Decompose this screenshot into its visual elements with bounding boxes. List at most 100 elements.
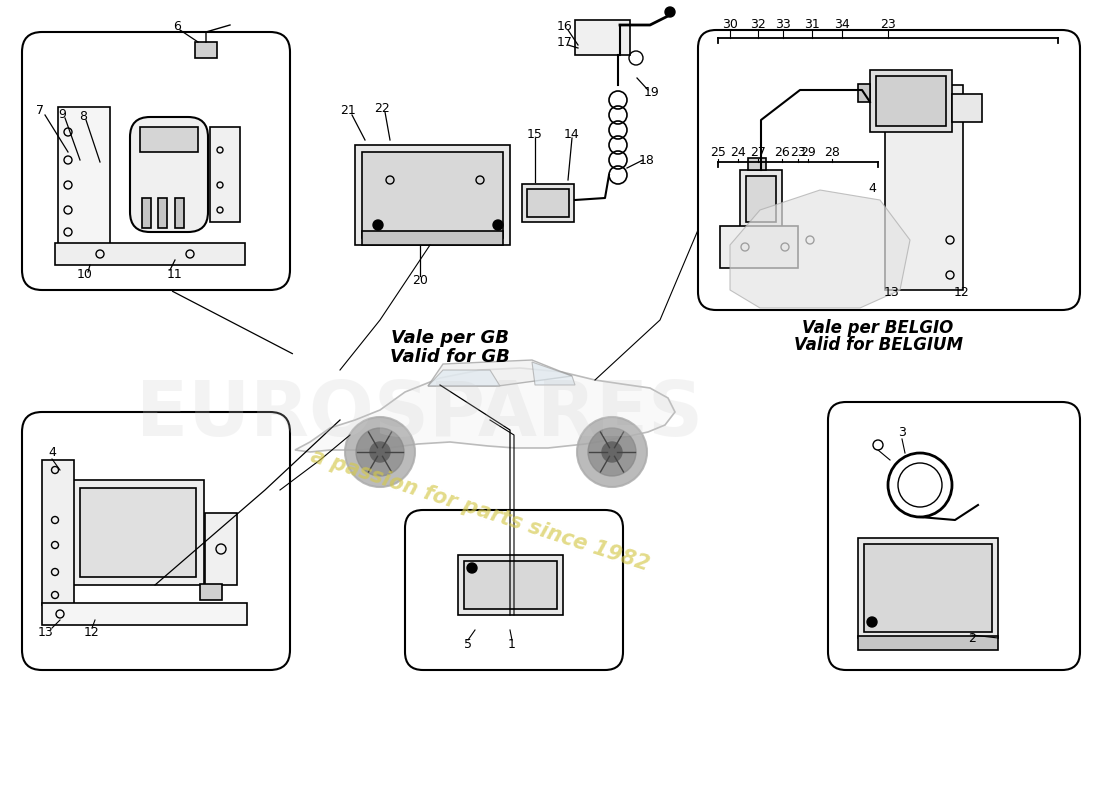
Text: 33: 33 bbox=[776, 18, 791, 31]
Text: Valid for GB: Valid for GB bbox=[390, 348, 510, 366]
Text: 31: 31 bbox=[804, 18, 820, 31]
Circle shape bbox=[345, 417, 415, 487]
Text: 20: 20 bbox=[412, 274, 428, 286]
Bar bbox=[858, 538, 998, 638]
Text: 15: 15 bbox=[527, 127, 543, 141]
Bar bbox=[952, 94, 982, 122]
Text: Valid for BELGIUM: Valid for BELGIUM bbox=[793, 336, 962, 354]
Bar bbox=[80, 488, 196, 577]
Bar bbox=[458, 555, 563, 615]
Polygon shape bbox=[428, 370, 501, 386]
FancyBboxPatch shape bbox=[130, 117, 208, 232]
Text: 23: 23 bbox=[880, 18, 895, 31]
Text: 13: 13 bbox=[39, 626, 54, 638]
Bar bbox=[72, 480, 204, 585]
Bar bbox=[175, 198, 184, 228]
Text: 13: 13 bbox=[884, 286, 900, 298]
Text: 19: 19 bbox=[645, 86, 660, 99]
Text: 12: 12 bbox=[84, 626, 100, 638]
Bar bbox=[205, 513, 236, 585]
FancyBboxPatch shape bbox=[405, 510, 623, 670]
Bar bbox=[575, 20, 630, 55]
Text: a passion for parts since 1982: a passion for parts since 1982 bbox=[308, 446, 652, 574]
Text: 16: 16 bbox=[557, 21, 573, 34]
Text: 21: 21 bbox=[340, 105, 356, 118]
Bar bbox=[464, 561, 557, 609]
Text: 28: 28 bbox=[824, 146, 840, 159]
Circle shape bbox=[356, 428, 404, 476]
Text: 4: 4 bbox=[48, 446, 56, 458]
Text: 3: 3 bbox=[898, 426, 906, 438]
Text: 23: 23 bbox=[790, 146, 806, 159]
Bar bbox=[158, 198, 167, 228]
Bar bbox=[870, 70, 952, 132]
Text: 8: 8 bbox=[79, 110, 87, 122]
Circle shape bbox=[666, 7, 675, 17]
Text: 1: 1 bbox=[508, 638, 516, 651]
Circle shape bbox=[602, 442, 621, 462]
Bar bbox=[740, 170, 782, 228]
Text: 25: 25 bbox=[711, 146, 726, 159]
Circle shape bbox=[468, 563, 477, 573]
Bar bbox=[886, 85, 962, 290]
Circle shape bbox=[493, 220, 503, 230]
Bar bbox=[200, 584, 222, 600]
Text: 34: 34 bbox=[834, 18, 850, 31]
Text: 29: 29 bbox=[800, 146, 816, 159]
Text: 32: 32 bbox=[750, 18, 766, 31]
Text: 7: 7 bbox=[36, 103, 44, 117]
Text: 17: 17 bbox=[557, 35, 573, 49]
Circle shape bbox=[373, 220, 383, 230]
Bar bbox=[858, 84, 870, 102]
Bar bbox=[864, 544, 992, 632]
Bar bbox=[142, 198, 151, 228]
Text: 10: 10 bbox=[77, 269, 92, 282]
FancyBboxPatch shape bbox=[22, 32, 290, 290]
Bar bbox=[42, 603, 248, 625]
Circle shape bbox=[370, 442, 390, 462]
Text: Vale per GB: Vale per GB bbox=[390, 329, 509, 347]
FancyBboxPatch shape bbox=[698, 30, 1080, 310]
Bar bbox=[720, 226, 798, 268]
Bar bbox=[42, 460, 74, 605]
Bar bbox=[876, 76, 946, 126]
Text: 30: 30 bbox=[722, 18, 738, 31]
Bar bbox=[746, 176, 776, 222]
Bar bbox=[527, 189, 569, 217]
Circle shape bbox=[867, 617, 877, 627]
Bar bbox=[362, 231, 503, 245]
FancyBboxPatch shape bbox=[22, 412, 290, 670]
Polygon shape bbox=[428, 360, 572, 386]
Bar bbox=[362, 152, 503, 238]
Polygon shape bbox=[295, 368, 675, 452]
Bar bbox=[522, 184, 574, 222]
Text: 14: 14 bbox=[564, 127, 580, 141]
Bar bbox=[195, 42, 217, 58]
Text: 4: 4 bbox=[868, 182, 876, 194]
Bar bbox=[858, 636, 998, 650]
Polygon shape bbox=[730, 190, 910, 308]
Text: 24: 24 bbox=[730, 146, 746, 159]
Text: EUROSPARES: EUROSPARES bbox=[136, 378, 704, 452]
Text: 12: 12 bbox=[954, 286, 970, 298]
Text: 26: 26 bbox=[774, 146, 790, 159]
Bar bbox=[140, 127, 198, 152]
Text: 11: 11 bbox=[167, 267, 183, 281]
Text: 18: 18 bbox=[639, 154, 654, 166]
Text: 9: 9 bbox=[58, 107, 66, 121]
Text: 2: 2 bbox=[968, 631, 976, 645]
FancyBboxPatch shape bbox=[828, 402, 1080, 670]
Bar bbox=[210, 127, 240, 222]
Polygon shape bbox=[532, 362, 575, 385]
Circle shape bbox=[578, 417, 647, 487]
Bar bbox=[55, 243, 245, 265]
Text: 6: 6 bbox=[173, 19, 180, 33]
Text: 22: 22 bbox=[374, 102, 389, 114]
Text: 5: 5 bbox=[464, 638, 472, 651]
Circle shape bbox=[588, 428, 636, 476]
Text: Vale per BELGIO: Vale per BELGIO bbox=[802, 319, 954, 337]
Text: 27: 27 bbox=[750, 146, 766, 159]
Bar bbox=[355, 145, 510, 245]
Bar bbox=[748, 158, 766, 170]
Bar bbox=[58, 107, 110, 245]
